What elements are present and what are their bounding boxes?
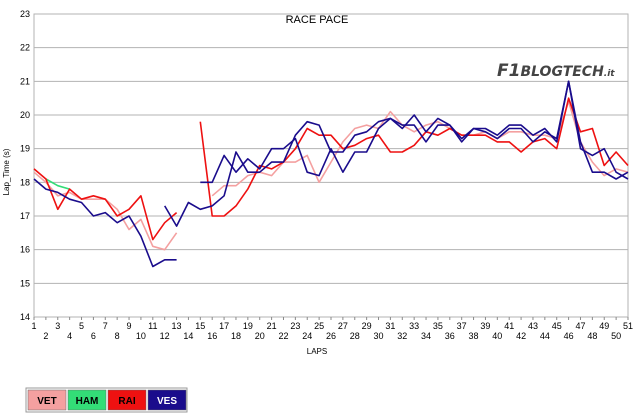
y-tick-label: 19 [20, 144, 30, 154]
x-tick-label: 32 [397, 331, 407, 341]
x-tick-label: 3 [55, 321, 60, 331]
y-tick-label: 14 [20, 312, 30, 322]
series-line [33, 168, 178, 241]
x-tick-label: 47 [575, 321, 585, 331]
x-tick-label: 46 [564, 331, 574, 341]
x-tick-label: 5 [79, 321, 84, 331]
x-tick-label: 25 [314, 321, 324, 331]
x-tick-label: 39 [480, 321, 490, 331]
legend-label: HAM [76, 396, 99, 407]
legend-label: RAI [118, 396, 135, 407]
x-tick-label: 16 [207, 331, 217, 341]
y-axis-ticks: 14 15 16 17 18 19 20 21 22 23 [20, 9, 30, 322]
x-tick-label: 6 [91, 331, 96, 341]
legend-label: VES [157, 396, 177, 407]
x-tick-label: 49 [599, 321, 609, 331]
y-tick-label: 22 [20, 43, 30, 53]
x-tick-label: 27 [338, 321, 348, 331]
x-tick-label: 42 [516, 331, 526, 341]
x-tick-label: 30 [374, 331, 384, 341]
watermark-name: BLOGTECH [520, 64, 604, 80]
x-tick-label: 29 [362, 321, 372, 331]
x-tick-label: 43 [528, 321, 538, 331]
series-rai [33, 97, 629, 241]
x-tick-label: 9 [127, 321, 132, 331]
x-tick-label: 37 [457, 321, 467, 331]
x-tick-label: 19 [243, 321, 253, 331]
blogtech-watermark: F1BLOGTECH.it [497, 61, 615, 81]
watermark-suffix: .it [604, 69, 616, 79]
x-axis-ticks: 1234567891011121314151617181920212223242… [31, 317, 633, 341]
y-tick-label: 16 [20, 245, 30, 255]
series-line [45, 178, 70, 190]
x-tick-label: 33 [409, 321, 419, 331]
y-tick-label: 17 [20, 211, 30, 221]
series-line [33, 178, 177, 268]
x-tick-label: 45 [552, 321, 562, 331]
x-tick-label: 26 [326, 331, 336, 341]
x-tick-label: 35 [433, 321, 443, 331]
svg-text:F1BLOGTECH.it: F1BLOGTECH.it [497, 61, 615, 81]
x-tick-label: 23 [290, 321, 300, 331]
x-tick-label: 13 [172, 321, 182, 331]
legend-label: VET [37, 396, 56, 407]
y-tick-label: 20 [20, 110, 30, 120]
x-tick-label: 28 [350, 331, 360, 341]
series-line [164, 80, 629, 227]
y-tick-label: 23 [20, 9, 30, 19]
legend-swatch [67, 389, 107, 411]
x-tick-label: 38 [469, 331, 479, 341]
series-ves-2 [164, 80, 629, 227]
x-tick-label: 12 [160, 331, 170, 341]
legend-swatch [107, 389, 147, 411]
x-tick-label: 41 [504, 321, 514, 331]
x-tick-label: 11 [148, 321, 157, 331]
series-lines [33, 80, 629, 268]
x-tick-label: 34 [421, 331, 431, 341]
x-axis-label: LAPS [307, 347, 327, 356]
y-axis-label: Lap_Time (s) [2, 148, 11, 195]
x-tick-label: 10 [136, 331, 146, 341]
x-tick-label: 2 [43, 331, 48, 341]
x-tick-label: 8 [115, 331, 120, 341]
x-tick-label: 36 [445, 331, 455, 341]
chart-title: RACE PACE [286, 14, 349, 26]
x-tick-label: 14 [183, 331, 193, 341]
x-tick-label: 17 [219, 321, 229, 331]
x-tick-label: 1 [31, 321, 36, 331]
legend-swatch [27, 389, 67, 411]
legend: VET HAM RAI VES [25, 387, 188, 413]
series-line [199, 97, 629, 217]
x-tick-label: 44 [540, 331, 550, 341]
x-tick-label: 15 [195, 321, 205, 331]
x-tick-label: 50 [611, 331, 621, 341]
legend-swatch [147, 389, 187, 411]
x-tick-label: 48 [587, 331, 597, 341]
y-tick-label: 21 [20, 76, 30, 86]
x-tick-label: 31 [385, 321, 395, 331]
x-tick-label: 20 [255, 331, 265, 341]
x-tick-label: 21 [267, 321, 277, 331]
x-tick-label: 7 [103, 321, 108, 331]
x-tick-label: 18 [231, 331, 241, 341]
x-tick-label: 40 [492, 331, 502, 341]
watermark-brand: F1 [497, 61, 520, 81]
x-tick-label: 51 [623, 321, 633, 331]
x-tick-label: 24 [302, 331, 312, 341]
x-tick-label: 22 [278, 331, 288, 341]
x-tick-label: 4 [67, 331, 72, 341]
y-tick-label: 18 [20, 177, 30, 187]
y-tick-label: 15 [20, 278, 30, 288]
series-ham [45, 178, 70, 190]
